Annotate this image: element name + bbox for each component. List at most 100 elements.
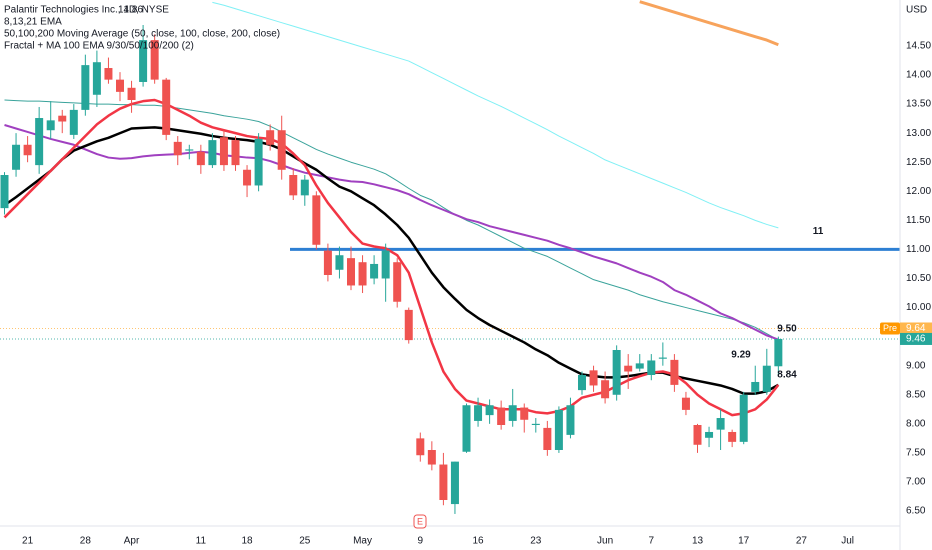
candle-body bbox=[289, 175, 298, 196]
candle-body bbox=[497, 407, 506, 425]
candle-body bbox=[46, 120, 55, 131]
price-tag-label: Pre bbox=[883, 323, 897, 333]
candle-body bbox=[381, 250, 390, 279]
candle-body bbox=[196, 151, 205, 166]
candle-body bbox=[116, 79, 124, 92]
candle-body bbox=[104, 68, 113, 80]
candle-body bbox=[762, 365, 771, 392]
currency-label: USD bbox=[906, 5, 927, 16]
candle-body bbox=[450, 461, 459, 505]
candle-body bbox=[127, 87, 136, 100]
y-tick-label: 10.00 bbox=[906, 302, 931, 313]
x-tick-label: Apr bbox=[124, 536, 140, 547]
indicator-label: 50,100,200 Moving Average (50, close, 10… bbox=[4, 29, 280, 40]
y-tick-label: 14.50 bbox=[906, 41, 931, 52]
x-tick-label: 11 bbox=[196, 536, 207, 547]
candle-body bbox=[35, 118, 44, 166]
candle-body bbox=[566, 405, 575, 435]
candle-body bbox=[635, 363, 644, 369]
ma-line bbox=[639, 0, 779, 47]
candle-body bbox=[69, 109, 78, 135]
indicator-label: Fractal + MA 100 EMA 9/30/50/100/200 (2) bbox=[4, 41, 194, 52]
candle-body bbox=[243, 169, 252, 186]
candle-body bbox=[716, 418, 725, 430]
x-tick-label: 17 bbox=[738, 536, 750, 547]
annotation: 9.50 bbox=[777, 323, 797, 334]
y-tick-label: 13.00 bbox=[906, 128, 931, 139]
candle-body bbox=[92, 62, 101, 95]
candle-body bbox=[693, 425, 702, 445]
candle-body bbox=[347, 258, 355, 286]
candle-body bbox=[150, 40, 159, 80]
candle-body bbox=[312, 195, 321, 245]
candle-body bbox=[335, 255, 344, 270]
level-label: 11 bbox=[813, 226, 824, 237]
event-marker bbox=[413, 514, 427, 529]
y-tick-label: 12.50 bbox=[906, 157, 931, 168]
price-tag: 9.46 bbox=[906, 334, 926, 345]
x-tick-label: Jun bbox=[597, 536, 613, 547]
candle-body bbox=[624, 365, 633, 372]
candle-body bbox=[162, 79, 171, 135]
candle-body bbox=[728, 431, 737, 442]
candle-body bbox=[173, 141, 182, 156]
candle-body bbox=[658, 357, 667, 359]
x-tick-label: 9 bbox=[418, 536, 424, 547]
candle-body bbox=[219, 137, 228, 166]
candle-body bbox=[23, 144, 32, 156]
candle-body bbox=[543, 427, 552, 450]
header-value: 14.86 bbox=[118, 5, 143, 16]
candle-body bbox=[185, 149, 194, 151]
y-tick-label: 7.00 bbox=[906, 477, 926, 488]
candle-body bbox=[323, 250, 332, 275]
x-tick-label: 13 bbox=[692, 536, 704, 547]
x-tick-label: Jul bbox=[841, 536, 854, 547]
y-tick-label: 14.00 bbox=[906, 70, 931, 81]
candle-body bbox=[208, 140, 217, 166]
candle-body bbox=[370, 263, 379, 279]
y-tick-label: 9.00 bbox=[906, 360, 926, 371]
price-tag: 9.64 bbox=[906, 323, 926, 334]
candle-body bbox=[474, 405, 483, 421]
ma-line bbox=[212, 1, 779, 229]
price-tag-box bbox=[900, 322, 932, 335]
x-tick-label: May bbox=[353, 536, 372, 547]
candle-body bbox=[554, 409, 563, 450]
candle-body bbox=[739, 394, 748, 442]
ma-line bbox=[4, 124, 779, 341]
y-tick-label: 12.00 bbox=[906, 186, 931, 197]
candle-body bbox=[601, 380, 610, 399]
candle-body bbox=[485, 405, 494, 416]
candle-body bbox=[439, 464, 448, 500]
x-tick-label: 27 bbox=[796, 536, 808, 547]
candle-body bbox=[416, 438, 425, 456]
plot-area bbox=[0, 0, 900, 514]
x-tick-label: 25 bbox=[299, 536, 311, 547]
y-tick-label: 6.50 bbox=[906, 506, 926, 517]
candle-body bbox=[462, 405, 471, 452]
candle-body bbox=[508, 405, 517, 421]
candle-body bbox=[139, 40, 148, 82]
candle-body bbox=[300, 179, 309, 196]
candle-body bbox=[404, 309, 413, 341]
candle-body bbox=[393, 262, 402, 302]
y-tick-label: 13.50 bbox=[906, 99, 931, 110]
y-tick-label: 11.50 bbox=[906, 215, 931, 226]
y-tick-label: 11.00 bbox=[906, 244, 931, 255]
candle-body bbox=[277, 130, 286, 170]
candle-body bbox=[266, 130, 275, 145]
candle-body bbox=[774, 338, 783, 367]
candle-body bbox=[612, 350, 621, 395]
y-tick-label: 7.50 bbox=[906, 448, 926, 459]
candle-body bbox=[578, 375, 586, 391]
candle-body bbox=[531, 423, 540, 425]
candle-body bbox=[647, 360, 656, 375]
candle-body bbox=[751, 381, 760, 392]
candle-body bbox=[427, 450, 436, 465]
y-tick-label: 8.00 bbox=[906, 418, 926, 429]
candle-body bbox=[670, 359, 679, 385]
price-tag-label-box bbox=[880, 322, 900, 335]
candle-body bbox=[12, 144, 21, 170]
